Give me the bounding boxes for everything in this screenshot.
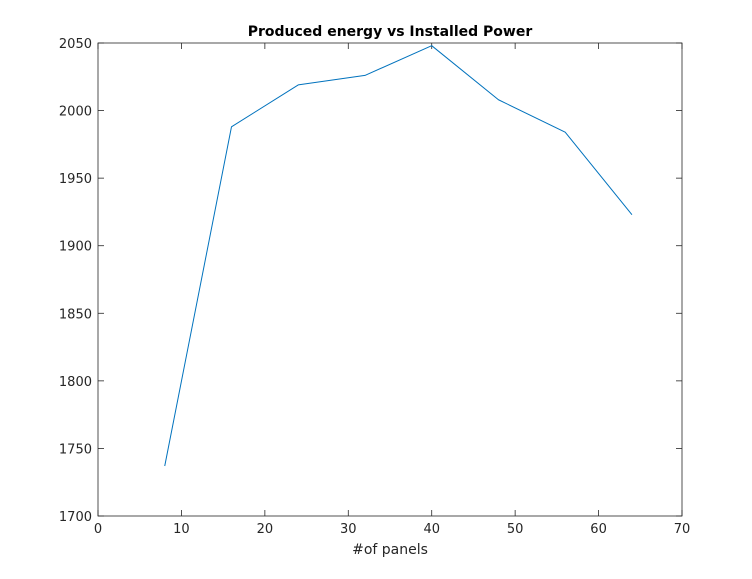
x-tick-label: 10	[173, 522, 190, 537]
y-tick-label: 1900	[59, 240, 92, 255]
x-tick-label: 70	[674, 522, 691, 537]
chart-title: Produced energy vs Installed Power	[248, 24, 533, 40]
y-tick-label: 1700	[59, 510, 92, 525]
x-tick-label: 0	[94, 522, 102, 537]
y-tick-label: 1750	[59, 442, 92, 457]
x-tick-label: 40	[423, 522, 440, 537]
x-tick-label: 30	[340, 522, 357, 537]
x-tick-label: 60	[590, 522, 607, 537]
y-tick-label: 1800	[59, 375, 92, 390]
y-tick-label: 1850	[59, 307, 92, 322]
y-tick-label: 1950	[59, 172, 92, 187]
series-layer	[164, 45, 633, 467]
plot-area	[97, 42, 683, 517]
x-tick-label: 50	[507, 522, 524, 537]
y-tick-label: 2000	[59, 105, 92, 120]
x-tick-label: 20	[257, 522, 274, 537]
y-tick-label: 2050	[59, 37, 92, 52]
series-line	[164, 45, 633, 467]
y-axis: 1700 1750 1800 1850 1900 1950 2000 2050	[59, 37, 682, 525]
x-axis-label: #of panels	[352, 542, 428, 558]
x-axis: 0 10 20 30 40 50 60 70	[94, 43, 690, 537]
